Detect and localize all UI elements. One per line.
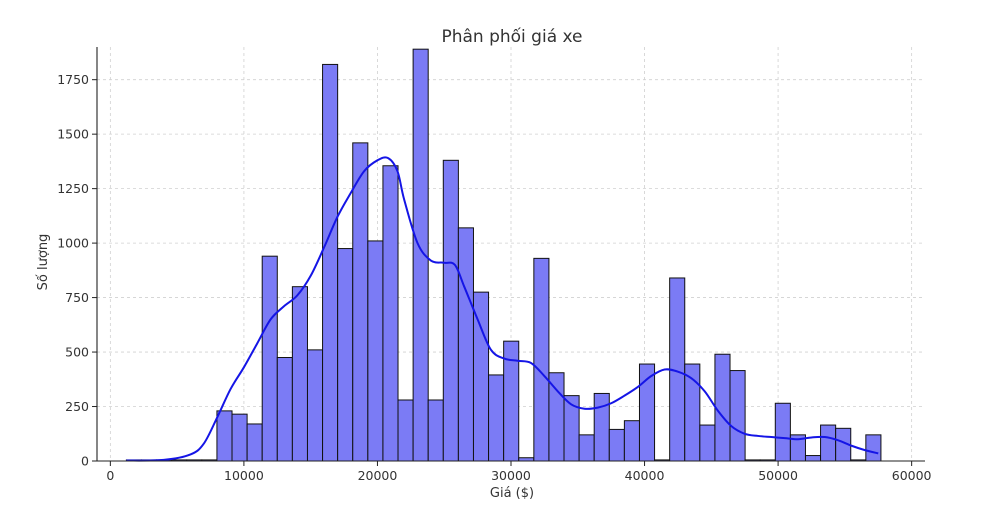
x-tick-label-5: 50000 [758, 468, 798, 483]
histogram-bar-14 [337, 248, 354, 462]
histogram-bar-11 [291, 286, 308, 462]
histogram-bar-9 [261, 255, 278, 462]
histogram-bar-22 [457, 227, 474, 462]
y-axis-label: Số lượng [36, 234, 51, 291]
y-tick-label-2: 500 [65, 345, 89, 360]
y-tick-label-6: 1500 [57, 127, 89, 142]
histogram-bar-10 [276, 357, 293, 462]
histogram-bar-33 [623, 420, 640, 462]
y-axis-ticks: 0 250 500 750 1000 1250 1500 1750 [57, 72, 97, 469]
histogram-bar-30 [578, 434, 595, 462]
histogram-bar-6 [216, 410, 233, 462]
histogram-bar-20 [427, 399, 444, 462]
y-tick-label-7: 1750 [57, 72, 89, 87]
histogram-bar-18 [397, 399, 414, 462]
histogram-bar-15 [352, 142, 369, 462]
kde-curve [126, 156, 879, 462]
histogram-bar-8 [246, 423, 263, 462]
histogram-bar-28 [548, 372, 565, 462]
histogram-bar-16 [367, 240, 384, 462]
y-tick-label-5: 1250 [57, 181, 89, 196]
histogram-bar-38 [699, 424, 716, 462]
histogram-bar-46 [820, 424, 837, 462]
histogram-bar-17 [382, 165, 399, 462]
histogram-bar-7 [231, 413, 248, 462]
histogram-bar-24 [488, 374, 505, 462]
histogram-bar-32 [608, 428, 625, 462]
chart-title: Phân phối giá xe [441, 26, 582, 47]
x-tick-label-2: 20000 [358, 468, 398, 483]
histogram-bar-43 [774, 402, 791, 462]
histogram-bar-13 [322, 63, 339, 462]
histogram-bar-12 [306, 349, 324, 462]
x-tick-label-0: 0 [106, 468, 114, 483]
y-tick-label-1: 250 [65, 399, 89, 414]
histogram-bar-31 [593, 392, 610, 462]
histogram-bars [125, 48, 882, 462]
histogram-bar-21 [442, 159, 459, 462]
x-tick-label-6: 60000 [892, 468, 932, 483]
x-tick-label-1: 10000 [224, 468, 264, 483]
histogram-bar-39 [714, 353, 731, 462]
histogram-bar-40 [729, 370, 746, 462]
histogram-bar-27 [533, 257, 550, 462]
y-tick-label-3: 750 [65, 290, 89, 305]
x-tick-label-3: 30000 [491, 468, 531, 483]
grid-lines [97, 47, 925, 462]
y-tick-label-4: 1000 [57, 236, 89, 251]
y-tick-label-0: 0 [81, 454, 89, 469]
x-axis-label: Giá ($) [490, 486, 534, 501]
x-axis-ticks: 0 10000 20000 30000 40000 50000 60000 [106, 461, 932, 483]
histogram-bar-49 [865, 434, 882, 462]
x-tick-label-4: 40000 [625, 468, 665, 483]
histogram-bar-45 [804, 455, 822, 462]
